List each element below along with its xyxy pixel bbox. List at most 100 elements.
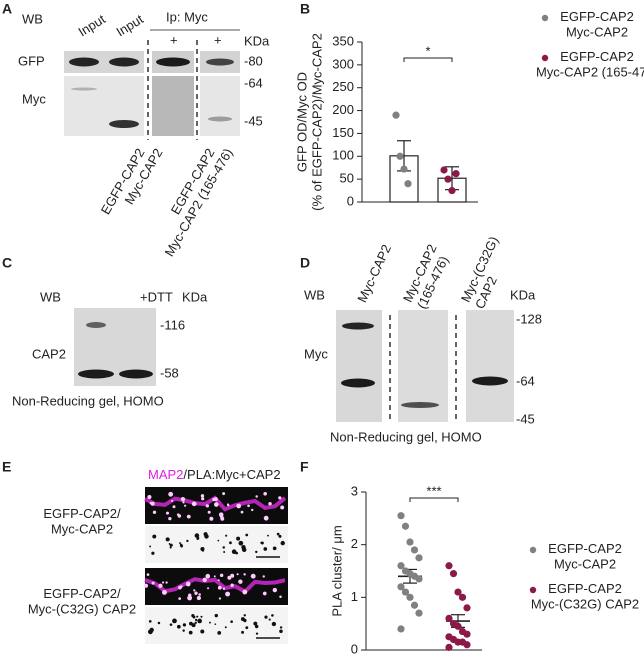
data-point [406,593,414,601]
blot-band [208,116,232,122]
puncta [205,504,210,508]
data-point [404,180,412,188]
puncta [245,533,249,537]
puncta [263,491,267,496]
puncta [201,497,205,501]
y-axis-label: (% of EGFP-CAP2)/Myc-CAP2 [309,33,324,211]
puncta [157,621,161,625]
y-tick-label: 300 [332,56,354,71]
significance-bracket [403,57,453,62]
puncta [213,575,216,578]
significance-bracket [409,497,459,502]
puncta [165,511,170,515]
data-point [463,604,471,612]
puncta [165,581,168,584]
puncta [236,573,239,576]
puncta [191,613,195,618]
blot-band [341,378,375,388]
puncta [243,614,246,617]
puncta [267,534,269,537]
puncta [214,623,217,625]
y-tick-label: 0 [351,641,358,656]
puncta [194,533,200,538]
panel-label: B [300,1,310,17]
y-tick-label: 0 [347,193,354,208]
significance: * [425,43,430,58]
blot-band [109,57,139,67]
y-tick-label: 250 [332,79,354,94]
y-tick-label: 100 [332,148,354,163]
data-point [452,170,460,178]
data-point [397,583,405,591]
label: Non-Reducing gel, HOMO [12,393,164,408]
y-axis-label: GFP OD/Myc OD [294,72,309,172]
data-point [445,562,453,570]
puncta [220,516,225,521]
puncta [207,587,210,590]
label: Ip: Myc [166,9,208,24]
label: WB [22,11,43,26]
label: -64 [244,75,263,90]
puncta [200,629,205,634]
label: -45 [244,113,263,128]
blot-band [156,57,190,67]
puncta [147,494,152,500]
puncta [264,615,268,619]
data-point [415,609,423,617]
data-point [397,625,405,633]
legend-marker [529,586,537,594]
data-point [401,522,410,530]
data-point [397,562,405,570]
label: WB [304,287,325,302]
puncta [152,510,157,514]
data-point [448,186,456,195]
data-point [454,622,462,630]
puncta [240,617,245,621]
puncta [250,573,256,579]
puncta [193,589,196,592]
puncta [209,516,214,521]
y-tick-label: 50 [340,171,354,186]
puncta [276,532,280,536]
puncta [197,618,202,624]
puncta [202,577,207,583]
puncta [263,515,269,521]
puncta [207,510,211,514]
y-tick-label: 1 [351,589,358,604]
dendrite [144,577,286,594]
puncta [268,618,271,621]
puncta [243,573,246,576]
label: -116 [160,317,185,332]
puncta [262,591,267,596]
puncta [217,539,220,542]
data-point [444,175,452,183]
label: GFP [18,53,45,68]
label: Myc [304,346,328,361]
puncta [271,621,277,627]
puncta [260,541,263,544]
legend-marker [529,546,537,554]
label: Myc [22,91,46,106]
puncta [218,597,222,600]
y-tick-label: 150 [332,125,354,140]
puncta [179,542,181,544]
puncta [278,496,282,500]
puncta [196,615,199,618]
puncta [200,494,205,498]
label: Input [113,11,146,39]
puncta [262,575,265,578]
puncta [168,491,174,497]
label: -80 [244,53,263,68]
puncta [201,549,205,552]
puncta [185,581,191,587]
label: -64 [516,373,535,388]
blot-band [71,87,97,91]
puncta [230,583,234,587]
puncta [272,546,277,551]
puncta [227,504,230,507]
puncta [168,542,171,545]
puncta [198,593,201,596]
y-tick-label: 200 [332,102,354,117]
puncta [241,547,247,553]
title-part: /PLA:Myc+CAP2 [183,467,280,482]
